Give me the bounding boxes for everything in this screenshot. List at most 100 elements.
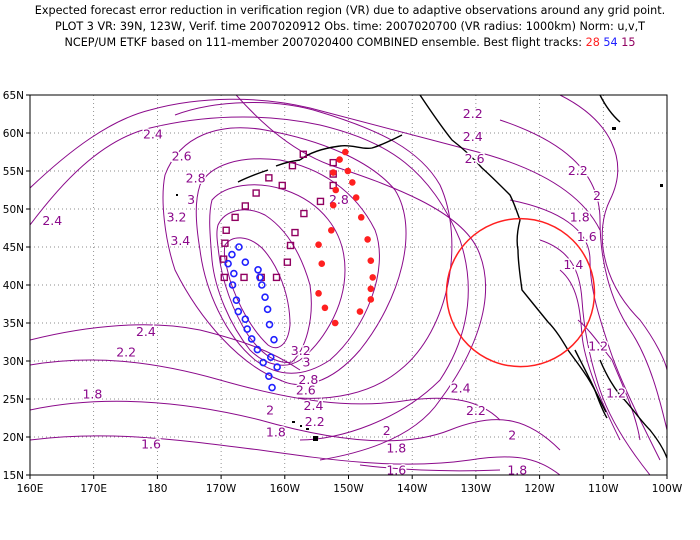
verification-region-circle (445, 217, 596, 368)
header-line-3: NCEP/UM ETKF based on 111-member 2007020… (0, 35, 700, 51)
contour-line (539, 239, 651, 475)
coastlines (237, 95, 667, 459)
purple-track-point (219, 255, 228, 263)
hawaii-island (292, 421, 295, 423)
contour-line (209, 184, 346, 366)
contour-label: 2.8 (186, 171, 206, 186)
contour-label: 1.8 (82, 386, 102, 401)
error-reduction-contours (30, 95, 667, 475)
purple-track-point (231, 213, 239, 222)
figure-header: Expected forecast error reduction in ver… (0, 0, 700, 51)
red-track-point (315, 290, 322, 297)
blue-track-point (241, 258, 250, 267)
purple-track-point (299, 150, 307, 158)
purple-track-point (221, 239, 229, 247)
purple-track-point (241, 202, 250, 210)
contour-label: 3.2 (291, 343, 311, 358)
purple-track-point (222, 226, 230, 234)
header-line-3-text: NCEP/UM ETKF based on 111-member 2007020… (64, 36, 583, 49)
hawaii-island (306, 428, 309, 430)
contour-line (30, 324, 301, 371)
contour-label: 2 (593, 188, 601, 203)
red-track-point (342, 148, 349, 156)
contour-label: 1.2 (606, 386, 626, 401)
contour-line (30, 359, 501, 421)
contour-label: 2.2 (466, 403, 486, 418)
blue-flight-track (224, 243, 281, 392)
contour-line (174, 102, 453, 399)
contour-label: 2.6 (172, 149, 192, 164)
contour-line (577, 319, 641, 441)
header-line-2: PLOT 3 VR: 39N, 123W, Verif. time 200702… (55, 20, 645, 33)
contour-label: 2 (266, 402, 274, 417)
lat-tick-label: 25N (3, 394, 24, 406)
purple-track-point (278, 181, 286, 190)
lat-tick-label: 35N (3, 318, 24, 330)
purple-track-point (220, 273, 228, 282)
contour-label: 2.2 (463, 106, 483, 121)
blue-track-count: 54 (603, 36, 618, 49)
blue-track-point (253, 345, 262, 354)
blue-track-point (259, 358, 267, 367)
red-track-point (336, 156, 343, 163)
lat-tick-label: 45N (3, 242, 24, 254)
blue-track-point (234, 307, 243, 316)
purple-flight-track (219, 150, 337, 282)
lat-tick-label: 50N (3, 204, 24, 216)
red-track-point (364, 236, 371, 243)
blue-track-point (273, 363, 281, 371)
lon-tick-label: 150W (333, 483, 364, 495)
red-track-point (357, 214, 365, 221)
contour-line (235, 95, 486, 461)
coastal-islet (660, 184, 663, 187)
lat-tick-label: 30N (3, 356, 24, 368)
red-track-point (367, 257, 375, 264)
greenland-edge (599, 95, 621, 123)
contour-line (559, 95, 667, 371)
lon-tick-label: 170W (206, 483, 237, 495)
red-track-point (329, 169, 337, 176)
contour-label: 1.6 (141, 437, 161, 452)
blue-track-point (241, 315, 250, 324)
red-track-point (349, 179, 356, 186)
blue-track-point (265, 320, 274, 329)
contour-label: 3 (302, 355, 310, 370)
lat-tick-label: 55N (3, 166, 24, 178)
contour-label: 3 (187, 192, 195, 207)
blue-track-point (266, 353, 275, 362)
hawaii-island (300, 425, 302, 427)
lat-tick-label: 40N (3, 280, 24, 292)
contour-line (559, 269, 621, 441)
blue-track-point (265, 372, 273, 381)
blue-track-point (258, 281, 266, 289)
coastal-islet (612, 127, 616, 130)
blue-track-point (243, 325, 252, 333)
contour-label: 2.4 (136, 324, 156, 339)
purple-track-point (300, 209, 308, 218)
contour-line (359, 464, 501, 472)
lon-tick-label: 170E (80, 483, 107, 495)
lat-tick-label: 65N (3, 90, 24, 102)
lon-tick-label: 110W (588, 483, 619, 495)
blue-track-point (230, 269, 238, 278)
contour-label: 2.6 (296, 383, 316, 398)
contour-label: 2.4 (143, 127, 163, 142)
contour-line (223, 237, 291, 349)
red-track-point (332, 186, 340, 194)
alaska-peninsula (299, 134, 403, 161)
contour-line (509, 199, 661, 461)
lat-tick-label: 20N (3, 432, 24, 444)
lat-tick-label: 15N (3, 470, 24, 482)
contour-label: 2 (508, 427, 516, 442)
baja-california (574, 349, 608, 419)
contour-label: 2.2 (568, 163, 588, 178)
blue-track-point (224, 259, 232, 268)
contour-label: 1.2 (588, 339, 608, 354)
lon-tick-label: 160E (17, 483, 44, 495)
blue-track-point (228, 281, 237, 289)
red-track-point (331, 319, 339, 327)
header-line-1: Expected forecast error reduction in ver… (34, 4, 666, 17)
contour-line (195, 158, 380, 374)
red-track-point (344, 167, 352, 175)
